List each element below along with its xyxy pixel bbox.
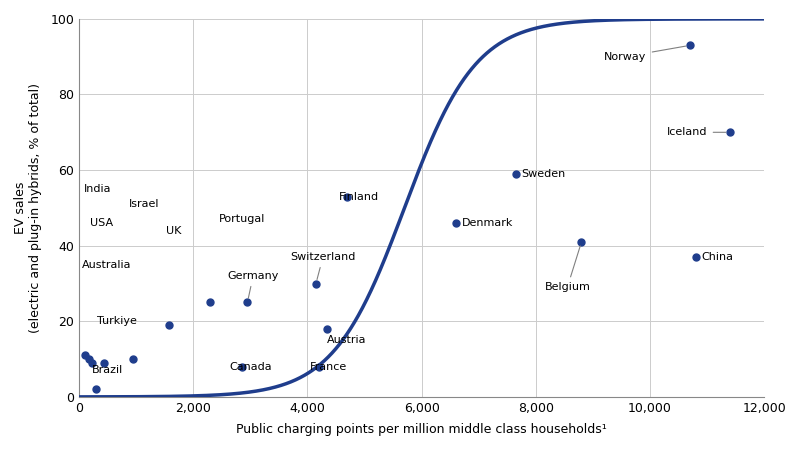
Point bbox=[204, 299, 217, 306]
Text: Canada: Canada bbox=[229, 362, 272, 372]
Text: USA: USA bbox=[90, 218, 114, 228]
Text: Israel: Israel bbox=[129, 199, 159, 209]
Point bbox=[127, 356, 140, 363]
Text: Belgium: Belgium bbox=[544, 246, 590, 292]
Text: Sweden: Sweden bbox=[522, 169, 566, 179]
Text: UK: UK bbox=[166, 225, 182, 236]
X-axis label: Public charging points per million middle class households¹: Public charging points per million middl… bbox=[236, 423, 607, 436]
Point bbox=[575, 238, 588, 246]
Point bbox=[89, 386, 102, 393]
Point bbox=[313, 363, 326, 370]
Point bbox=[162, 321, 175, 328]
Text: Germany: Germany bbox=[227, 271, 279, 298]
Text: Portugal: Portugal bbox=[219, 214, 266, 224]
Point bbox=[310, 280, 322, 287]
Text: France: France bbox=[310, 362, 347, 372]
Text: Norway: Norway bbox=[604, 46, 686, 62]
Point bbox=[450, 220, 462, 227]
Point bbox=[690, 253, 702, 261]
Text: Finland: Finland bbox=[338, 192, 379, 202]
Point bbox=[723, 129, 736, 136]
Text: India: India bbox=[83, 184, 111, 194]
Point bbox=[97, 359, 110, 366]
Text: Australia: Australia bbox=[82, 260, 131, 270]
Point bbox=[82, 356, 95, 363]
Point bbox=[241, 299, 254, 306]
Text: Austria: Austria bbox=[327, 335, 367, 345]
Point bbox=[510, 170, 522, 177]
Point bbox=[341, 193, 354, 200]
Point bbox=[235, 363, 248, 370]
Point bbox=[78, 352, 91, 359]
Text: Brazil: Brazil bbox=[91, 365, 122, 375]
Text: Switzerland: Switzerland bbox=[290, 252, 356, 279]
Point bbox=[321, 325, 334, 333]
Text: Iceland: Iceland bbox=[667, 127, 726, 137]
Text: Denmark: Denmark bbox=[462, 218, 513, 228]
Y-axis label: EV sales
(electric and plug-in hybrids, % of total): EV sales (electric and plug-in hybrids, … bbox=[14, 83, 42, 333]
Text: Turkiye: Turkiye bbox=[98, 316, 137, 326]
Point bbox=[86, 359, 98, 366]
Text: China: China bbox=[702, 252, 734, 262]
Point bbox=[683, 42, 696, 49]
